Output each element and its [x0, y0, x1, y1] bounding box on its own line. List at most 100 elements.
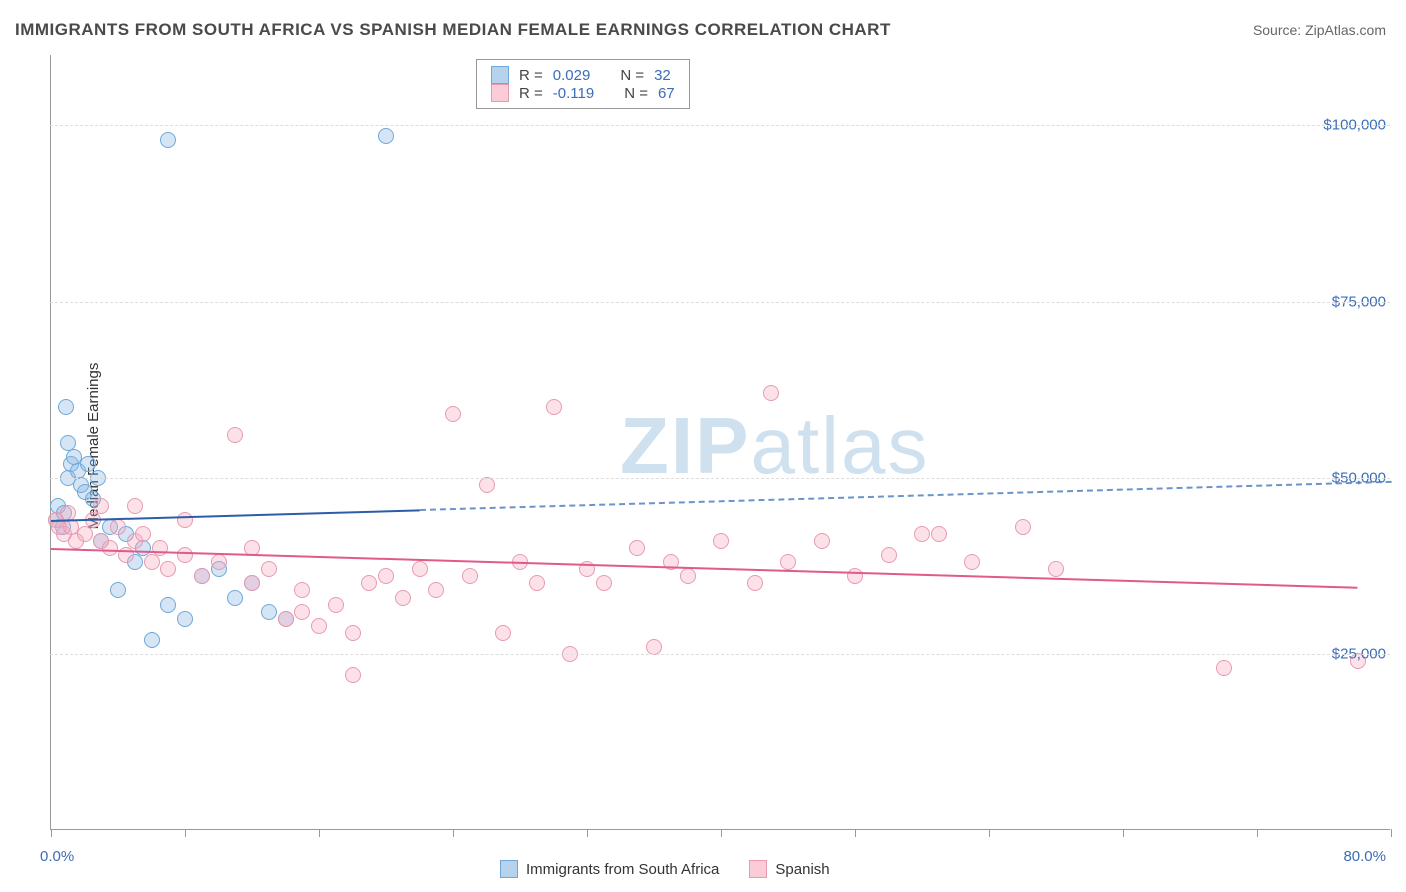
trend-line — [419, 481, 1391, 511]
swatch-blue-icon — [491, 66, 509, 84]
scatter-point — [127, 498, 143, 514]
x-tick — [721, 829, 722, 837]
scatter-point — [345, 667, 361, 683]
plot-area — [50, 55, 1390, 830]
scatter-point — [152, 540, 168, 556]
scatter-point — [244, 575, 260, 591]
scatter-point — [160, 561, 176, 577]
scatter-point — [462, 568, 478, 584]
scatter-point — [177, 512, 193, 528]
scatter-point — [261, 604, 277, 620]
scatter-point — [160, 597, 176, 613]
r-label: R = — [519, 85, 543, 102]
scatter-point — [361, 575, 377, 591]
scatter-point — [345, 625, 361, 641]
legend-label-1: Immigrants from South Africa — [526, 861, 719, 878]
scatter-point — [93, 498, 109, 514]
x-axis-max: 80.0% — [1343, 848, 1386, 865]
scatter-point — [445, 406, 461, 422]
scatter-point — [278, 611, 294, 627]
scatter-point — [58, 399, 74, 415]
x-tick — [1123, 829, 1124, 837]
correlation-legend: R = 0.029 N = 32 R = -0.119 N = 67 — [476, 59, 690, 109]
gridline — [50, 654, 1390, 655]
scatter-point — [814, 533, 830, 549]
r-value-1: 0.029 — [553, 67, 591, 84]
gridline — [50, 302, 1390, 303]
scatter-point — [110, 519, 126, 535]
scatter-point — [110, 582, 126, 598]
scatter-point — [931, 526, 947, 542]
scatter-point — [211, 554, 227, 570]
n-label: N = — [624, 85, 648, 102]
n-value-2: 67 — [658, 85, 675, 102]
x-tick — [319, 829, 320, 837]
scatter-point — [261, 561, 277, 577]
n-value-1: 32 — [654, 67, 671, 84]
x-tick — [185, 829, 186, 837]
x-tick — [989, 829, 990, 837]
r-value-2: -0.119 — [553, 85, 594, 102]
x-tick — [587, 829, 588, 837]
scatter-point — [160, 132, 176, 148]
gridline — [50, 478, 1390, 479]
x-tick — [51, 829, 52, 837]
scatter-point — [914, 526, 930, 542]
swatch-pink-icon — [491, 84, 509, 102]
legend-row-2: R = -0.119 N = 67 — [491, 84, 675, 102]
scatter-point — [77, 526, 93, 542]
scatter-point — [1048, 561, 1064, 577]
scatter-point — [144, 632, 160, 648]
swatch-pink-icon — [749, 860, 767, 878]
scatter-point — [680, 568, 696, 584]
scatter-point — [780, 554, 796, 570]
scatter-point — [135, 526, 151, 542]
scatter-point — [646, 639, 662, 655]
scatter-point — [60, 435, 76, 451]
scatter-point — [964, 554, 980, 570]
r-label: R = — [519, 67, 543, 84]
scatter-point — [596, 575, 612, 591]
scatter-point — [227, 427, 243, 443]
gridline — [50, 125, 1390, 126]
scatter-point — [144, 554, 160, 570]
scatter-point — [294, 582, 310, 598]
scatter-point — [546, 399, 562, 415]
scatter-point — [1015, 519, 1031, 535]
scatter-point — [763, 385, 779, 401]
scatter-point — [395, 590, 411, 606]
scatter-point — [378, 568, 394, 584]
scatter-point — [428, 582, 444, 598]
scatter-point — [479, 477, 495, 493]
series-legend: Immigrants from South Africa Spanish — [500, 860, 830, 878]
scatter-point — [80, 456, 96, 472]
source-label: Source: ZipAtlas.com — [1253, 22, 1386, 38]
x-tick — [1391, 829, 1392, 837]
scatter-point — [311, 618, 327, 634]
legend-item-1: Immigrants from South Africa — [500, 860, 719, 878]
scatter-point — [378, 128, 394, 144]
scatter-point — [294, 604, 310, 620]
scatter-point — [747, 575, 763, 591]
scatter-point — [194, 568, 210, 584]
scatter-point — [1216, 660, 1232, 676]
legend-item-2: Spanish — [749, 860, 829, 878]
scatter-point — [529, 575, 545, 591]
scatter-point — [713, 533, 729, 549]
scatter-point — [227, 590, 243, 606]
legend-label-2: Spanish — [775, 861, 829, 878]
scatter-point — [102, 540, 118, 556]
x-tick — [855, 829, 856, 837]
scatter-point — [177, 611, 193, 627]
chart-title: IMMIGRANTS FROM SOUTH AFRICA VS SPANISH … — [15, 20, 891, 40]
scatter-point — [495, 625, 511, 641]
swatch-blue-icon — [500, 860, 518, 878]
chart-container: IMMIGRANTS FROM SOUTH AFRICA VS SPANISH … — [0, 0, 1406, 892]
x-axis-min: 0.0% — [40, 848, 74, 865]
scatter-point — [412, 561, 428, 577]
x-tick — [1257, 829, 1258, 837]
x-tick — [453, 829, 454, 837]
n-label: N = — [620, 67, 644, 84]
scatter-point — [328, 597, 344, 613]
legend-row-1: R = 0.029 N = 32 — [491, 66, 675, 84]
